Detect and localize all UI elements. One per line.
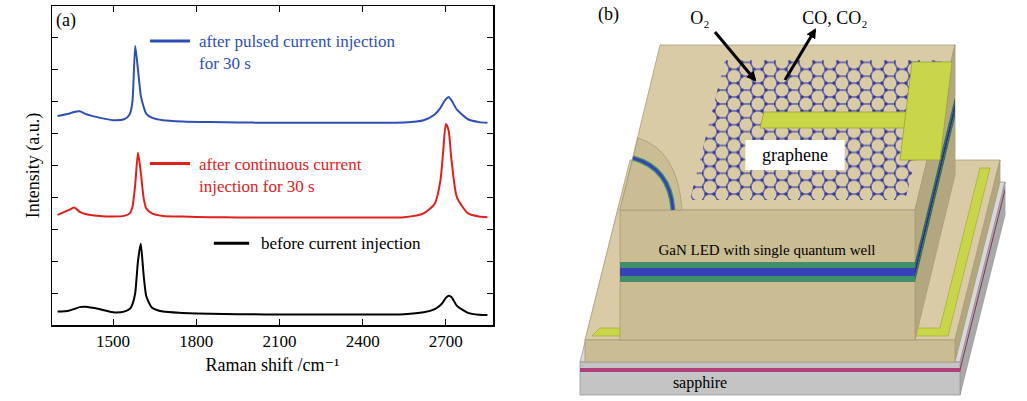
- svg-text:(a): (a): [56, 10, 76, 31]
- svg-text:after continuous currentinject: after continuous currentinjection for 30…: [199, 155, 362, 196]
- svg-text:2400: 2400: [346, 332, 380, 351]
- svg-text:1800: 1800: [179, 332, 213, 351]
- svg-text:Raman shift /cm⁻¹: Raman shift /cm⁻¹: [206, 355, 340, 375]
- svg-text:O₂: O₂: [690, 8, 709, 28]
- svg-text:Intensity (a.u.): Intensity (a.u.): [23, 113, 44, 218]
- svg-text:2700: 2700: [429, 332, 463, 351]
- svg-text:graphene: graphene: [762, 145, 828, 165]
- svg-text:before current injection: before current injection: [261, 234, 421, 253]
- svg-text:1500: 1500: [96, 332, 130, 351]
- svg-text:CO, CO₂: CO, CO₂: [802, 8, 867, 28]
- svg-text:GaN LED with single quantum we: GaN LED with single quantum well: [658, 242, 875, 258]
- svg-text:after pulsed current injection: after pulsed current injectionfor 30 s: [199, 32, 395, 73]
- svg-text:(b): (b): [598, 4, 619, 25]
- svg-text:sapphire: sapphire: [673, 374, 727, 392]
- svg-text:2100: 2100: [262, 332, 296, 351]
